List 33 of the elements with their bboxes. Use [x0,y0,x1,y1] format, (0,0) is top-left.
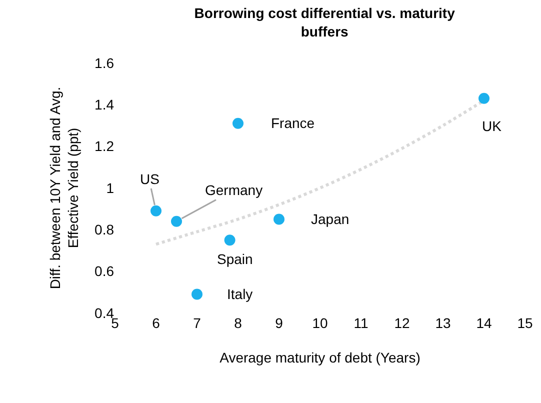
x-tick-label: 8 [234,315,242,331]
y-tick-label: 1.6 [94,54,114,71]
x-tick-label: 10 [312,315,328,331]
x-tick-label: 12 [394,315,410,331]
annotation: Germany [205,182,263,198]
point [478,92,490,104]
y-tick-label: 1.2 [94,138,114,154]
x-tick-label: 7 [193,315,202,331]
point [232,118,244,129]
x-axis-title: Average maturity of debt (Years) [220,349,420,366]
y-tick-label: 0.8 [94,222,114,238]
y-tick-label: 0.6 [94,263,114,280]
annotation: UK [482,118,502,134]
point [274,214,284,225]
y-tick-label: 1 [106,180,114,196]
x-tick-label: 6 [152,315,160,331]
annotation: Japan [311,211,350,227]
x-tick-label: 14 [476,315,492,331]
annotation: Italy [227,286,253,302]
y-axis-title: Diff. between 10Y Yield and Avg. Effective Yield (ppt) [46,86,82,290]
x-tick-label: 11 [354,315,368,331]
point [224,234,236,246]
point [192,288,202,300]
point [171,216,182,227]
x-tick-label: 15 [517,315,533,331]
annotation: France [271,115,315,131]
x-tick-label: 9 [275,315,284,331]
point [150,205,162,216]
annotation: US [140,171,160,187]
chart-title: Borrowing cost differential vs. maturity buffers [194,5,456,40]
annotation: Spain [217,251,253,267]
x-tick-label: 13 [435,315,451,331]
y-tick-label: 1.4 [94,96,114,113]
